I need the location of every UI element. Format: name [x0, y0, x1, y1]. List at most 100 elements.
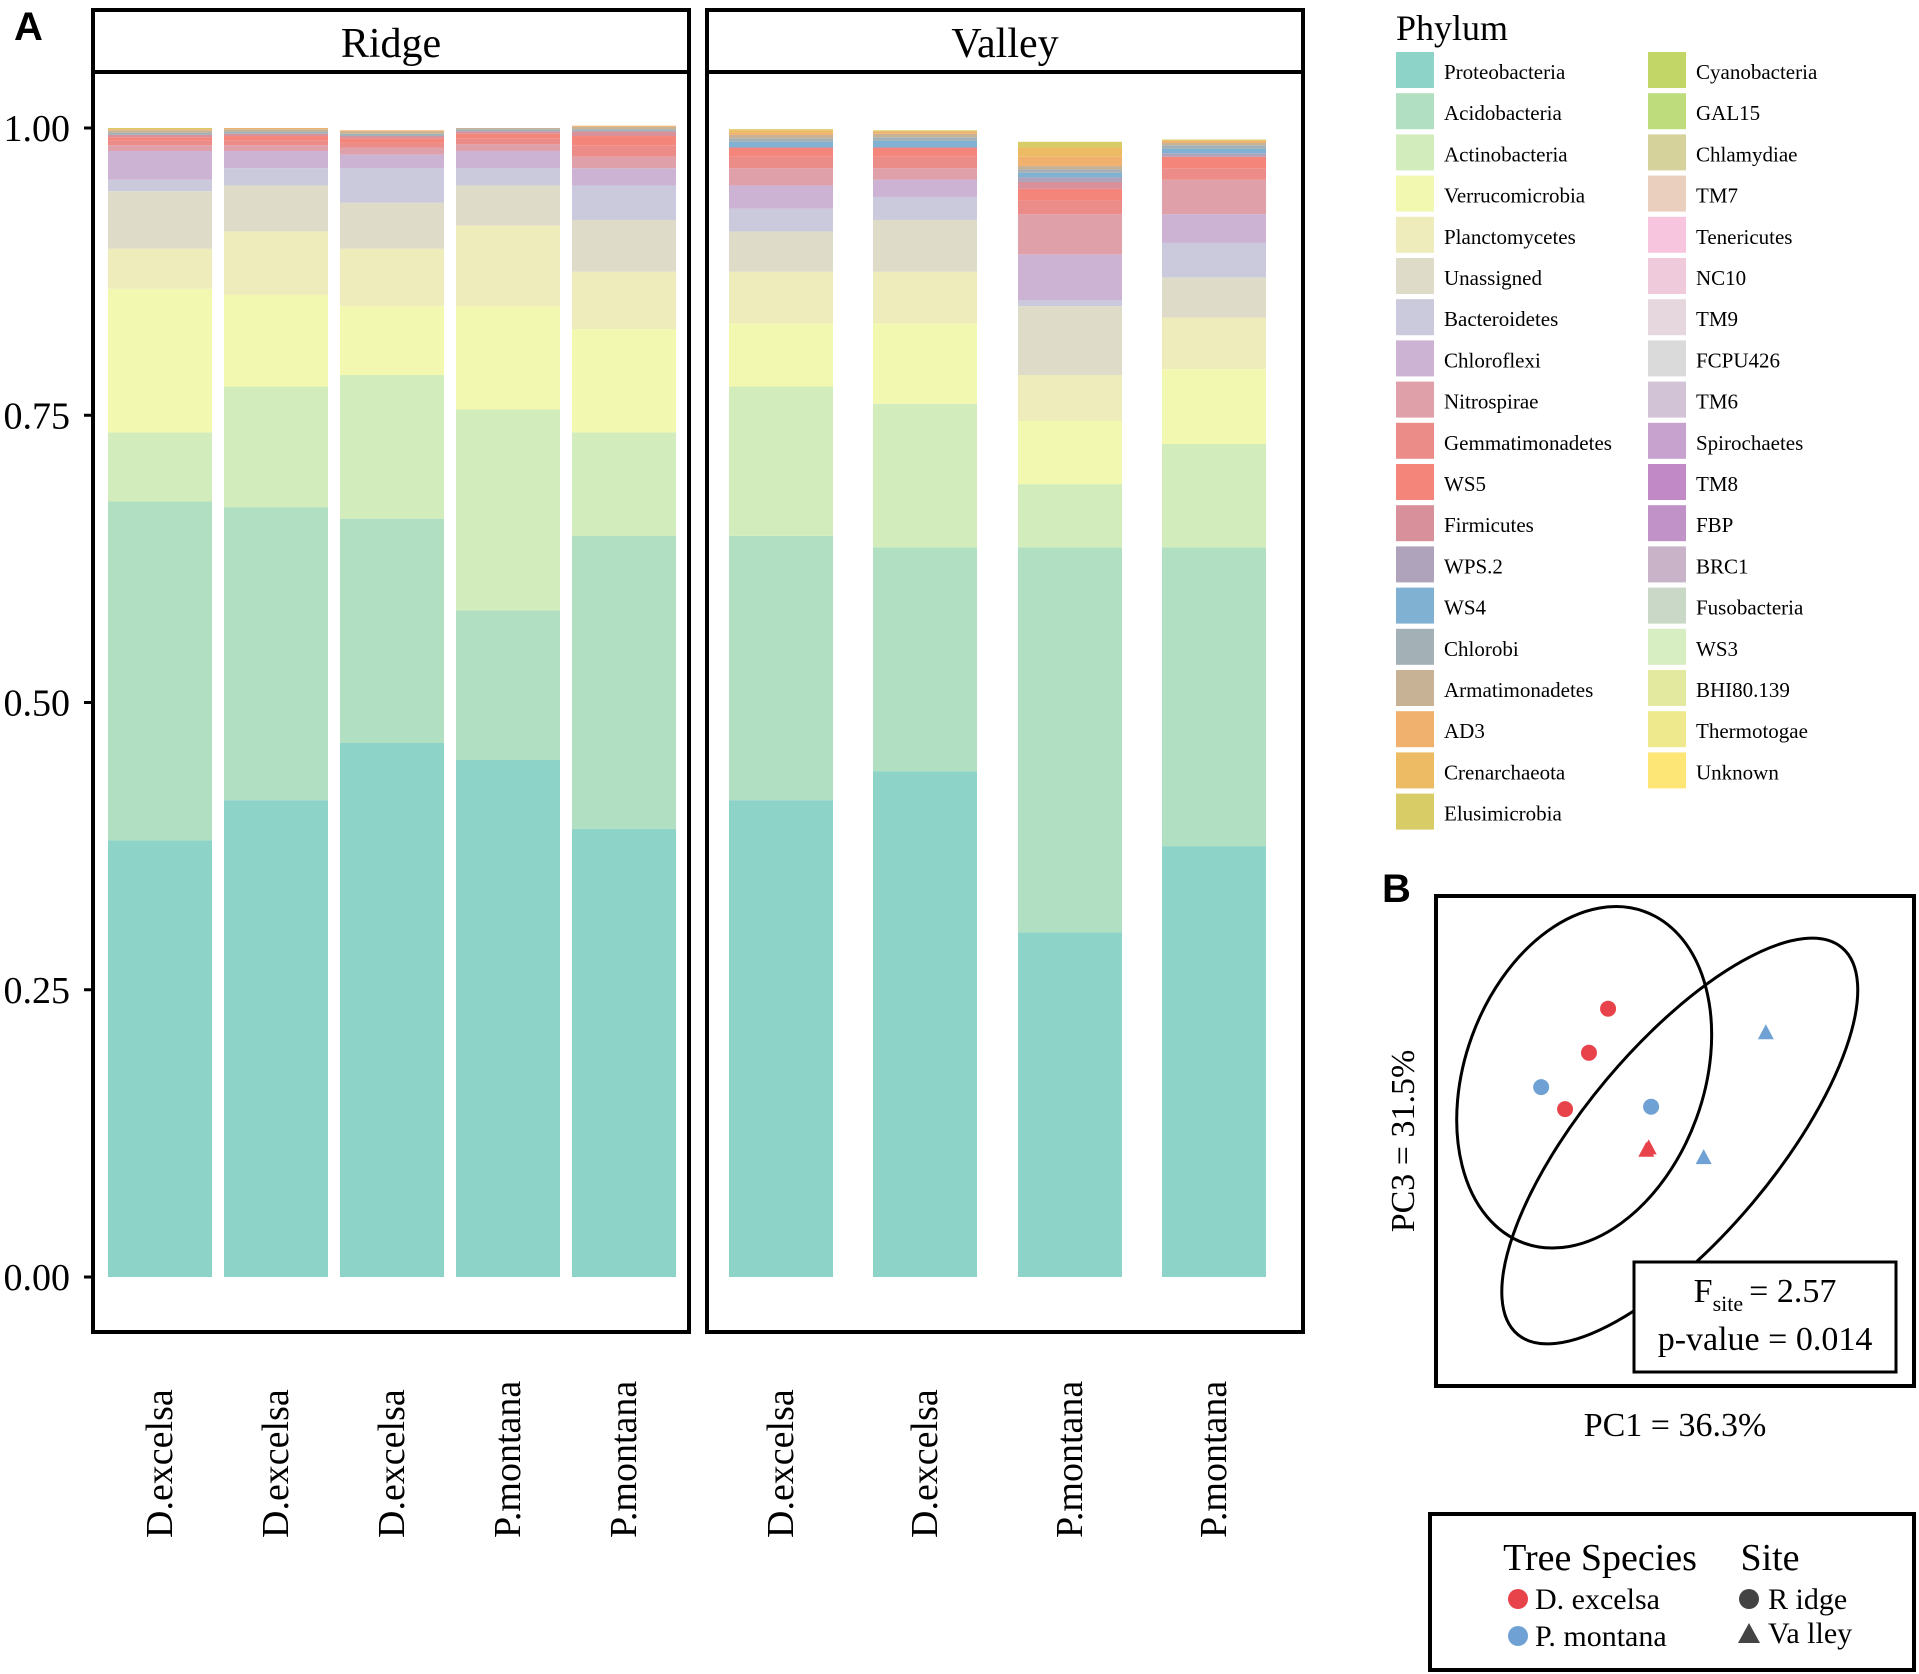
confidence-ellipse-ridge	[1455, 905, 1714, 1250]
bar-segment-planctomycetes	[108, 248, 212, 289]
pc1-axis-label: PC1 = 36.3%	[1584, 1407, 1767, 1444]
y-axis: 0.00 0.25 0.50 0.75 1.00	[4, 108, 93, 1299]
legend-swatch	[1396, 752, 1434, 789]
bar-segment-chloroflexi	[108, 150, 212, 180]
legend-swatch	[1396, 546, 1434, 583]
p-value: p-value = 0.014	[1658, 1321, 1873, 1358]
bar-segment-bacteroidetes	[456, 168, 560, 186]
bar-segment-planctomycetes	[456, 225, 560, 307]
legend-swatch	[1396, 464, 1434, 500]
bar-segment-bacteroidetes	[572, 185, 676, 220]
legend-swatch	[1396, 216, 1434, 253]
legend-swatch	[1648, 670, 1686, 706]
stacked-bar	[873, 130, 977, 1277]
bar-segment-acidobacteria	[572, 535, 676, 829]
legend-entry-label: Bacteroidetes	[1444, 307, 1558, 331]
legend-entry-label: Planctomycetes	[1444, 225, 1576, 249]
bar-segment-crenarchaeota	[729, 130, 833, 133]
bar-segment-ws5	[224, 136, 328, 141]
facet-strip-valley	[705, 8, 1305, 74]
legend-entry-label: WS5	[1444, 472, 1486, 496]
legend-entry-label: Armatimonadetes	[1444, 678, 1593, 702]
bar-segment-proteobacteria	[572, 828, 676, 1277]
legend-entry-label: Acidobacteria	[1444, 101, 1562, 125]
legend-valley-label: Va lley	[1768, 1617, 1852, 1650]
bar-segment-nitrospirae	[224, 145, 328, 151]
bar-segment-gemmatimonadetes	[729, 156, 833, 169]
bar-segment-acidobacteria	[873, 547, 977, 772]
legend-swatch	[1648, 464, 1686, 500]
bar-segment-nitrospirae	[873, 168, 977, 180]
bar-segment-chlorobi	[224, 131, 328, 134]
legend-entry-label: Unassigned	[1444, 266, 1542, 290]
legend-entry-label: WS4	[1444, 596, 1487, 620]
bar-segment-armatimonadetes	[456, 128, 560, 130]
bar-segment-actinobacteria	[456, 409, 560, 611]
bar-segment-ws5	[108, 137, 212, 141]
bar-segment-verrucomicrobia	[572, 329, 676, 433]
phylum-legend: Proteobacteria Acidobacteria Actinobacteri…	[1396, 52, 1818, 830]
bar-segment-verrucomicrobia	[224, 294, 328, 387]
bar-segment-ws4	[1018, 172, 1122, 178]
bar-segment-unassigned	[873, 219, 977, 272]
legend-entry-label: WPS.2	[1444, 554, 1503, 578]
bar-segment-actinobacteria	[1018, 484, 1122, 548]
bar-segment-ad3	[1162, 140, 1266, 143]
bar-segment-firmicutes	[456, 131, 560, 134]
bar-segment-gemmatimonadetes	[456, 138, 560, 145]
bar-segment-gemmatimonadetes	[1162, 168, 1266, 180]
y-tick-label: 0.00	[4, 1257, 71, 1299]
legend-entry-label: GAL15	[1696, 101, 1760, 125]
tree-species-legend-title: Tree Species	[1503, 1537, 1697, 1579]
bar-segment-acidobacteria	[1162, 547, 1266, 847]
stats-box	[1632, 1260, 1898, 1374]
bar-segment-wps-2	[1162, 153, 1266, 157]
bar-segment-nitrospirae	[729, 168, 833, 186]
stacked-bar	[340, 130, 444, 1277]
bar-segment-unassigned	[729, 231, 833, 272]
bar-segment-bacteroidetes	[340, 168, 444, 203]
legend-entry-label: FBP	[1696, 513, 1733, 537]
x-tick-label: D.excelsa	[760, 1389, 802, 1538]
bar-segment-gemmatimonadetes	[572, 145, 676, 157]
bar-segment-ws4	[873, 140, 977, 148]
legend-swatch	[1396, 711, 1434, 748]
bar-segment-ad3	[572, 125, 676, 127]
legend-swatch	[1396, 505, 1434, 542]
legend-entry-label: Proteobacteria	[1444, 60, 1566, 84]
bar-segment-verrucomicrobia	[108, 288, 212, 433]
bar-segment-unassigned	[340, 202, 444, 249]
legend-swatch	[1648, 134, 1686, 171]
legend-entry-label: Unknown	[1696, 760, 1779, 784]
bar-segment-proteobacteria	[340, 742, 444, 1277]
legend-swatch	[1396, 258, 1434, 294]
bar-segment-actinobacteria	[224, 386, 328, 508]
bar-segment-nitrospirae	[1018, 214, 1122, 255]
legend-swatch	[1648, 175, 1686, 212]
x-tick-label: P.montana	[1049, 1381, 1091, 1538]
stacked-bar	[1162, 139, 1266, 1278]
legend-valley-marker	[1738, 1623, 1760, 1643]
stacked-bar	[224, 128, 328, 1277]
legend-swatch	[1396, 793, 1434, 830]
pcoa-point-valley	[1638, 1141, 1655, 1157]
bar-segment-proteobacteria	[224, 800, 328, 1277]
legend-swatch	[1648, 546, 1686, 583]
legend-entry-label: Chloroflexi	[1444, 348, 1541, 372]
bar-segment-crenarchaeota	[1018, 147, 1122, 157]
bar-segment-chlorobi	[456, 129, 560, 132]
pcoa-point-ridge	[1557, 1101, 1574, 1118]
facet-strip-ridge	[91, 8, 691, 74]
bar-segment-unassigned	[456, 185, 560, 226]
stacked-bar	[572, 125, 676, 1277]
bar-segment-verrucomicrobia	[1162, 369, 1266, 444]
bar-segment-gemmatimonadetes	[224, 140, 328, 146]
bar-segment-armatimonadetes	[1162, 142, 1266, 146]
bar-segment-bacteroidetes	[1018, 300, 1122, 307]
legend-entry-label: WS3	[1696, 637, 1738, 661]
legend-entry-label: Spirochaetes	[1696, 431, 1803, 455]
legend-swatch	[1648, 93, 1686, 130]
bar-segment-ws4	[729, 141, 833, 148]
bar-segment-nitrospirae	[1162, 179, 1266, 215]
